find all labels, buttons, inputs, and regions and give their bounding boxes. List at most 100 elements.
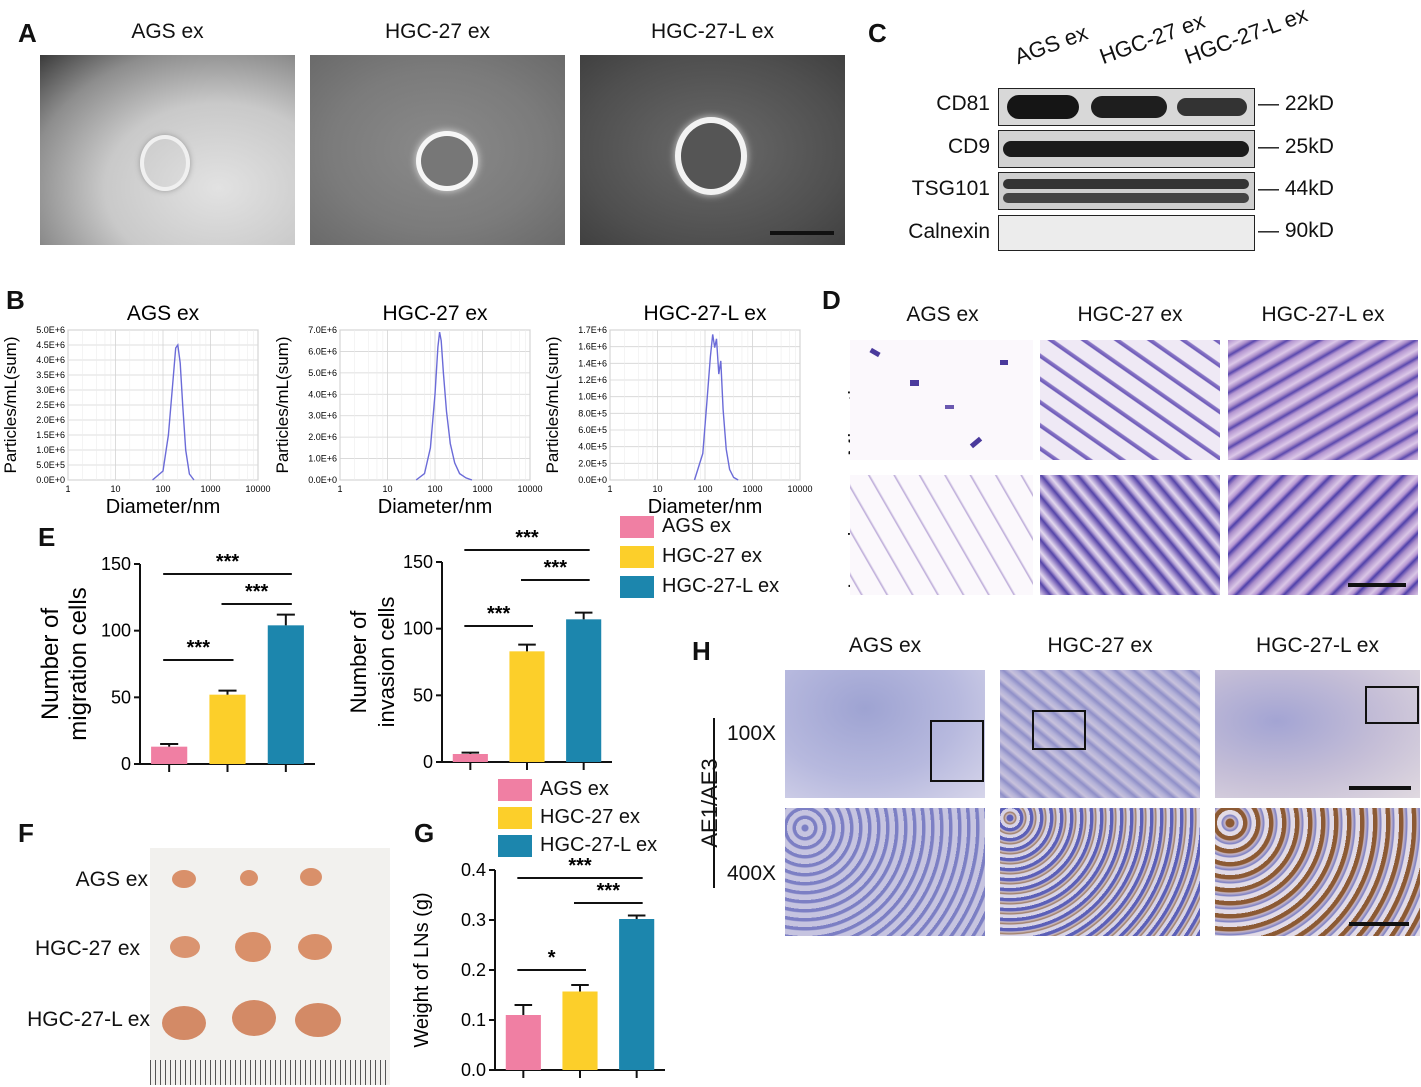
- tem-image-ags: [40, 55, 295, 245]
- nta-x-tick: 10000: [517, 484, 542, 494]
- bar-chart-ln-weight: 0.00.10.20.30.4*******Weight of LNs (g): [411, 855, 665, 1080]
- bar-y-tick-label: 100: [403, 619, 433, 639]
- nta-y-tick: 3.5E+6: [36, 370, 65, 380]
- bar-y-label-line2: invasion cells: [374, 597, 399, 728]
- legend-e-hgc27l: HGC-27-L ex: [620, 575, 779, 598]
- panel-label-a: A: [18, 18, 37, 48]
- nta-x-tick: 10000: [245, 484, 270, 494]
- nta-chart-hgc27l: HGC-27-L ex 0.0E+0 2.0E+5 4.0E+5 6.0E+5 8.0E+…: [543, 302, 813, 518]
- significance-label: ***: [544, 557, 568, 579]
- transwell-invasion-ags: [850, 475, 1033, 595]
- nta-series-line: [152, 343, 195, 481]
- nta-y-tick: 0.0E+0: [308, 475, 337, 485]
- nta-x-tick: 1: [607, 484, 612, 494]
- legend-swatch: [498, 806, 532, 829]
- nta-y-tick: 8.0E+5: [578, 408, 607, 418]
- nta-x-tick: 1000: [742, 484, 762, 494]
- significance-label: *: [548, 947, 556, 969]
- nta-x-tick: 10000: [787, 484, 812, 494]
- legend-g-hgc27: HGC-27 ex: [498, 806, 640, 829]
- bar-y-label: Number of invasion cells: [350, 597, 399, 728]
- nta-y-tick: 1.0E+6: [308, 454, 337, 464]
- bar-y-label: Weight of LNs (g): [411, 892, 433, 1047]
- transwell-migration-hgc27l: [1228, 340, 1418, 460]
- panel-d-title-hgc27: HGC-27 ex: [1077, 303, 1183, 326]
- bar-3: [566, 619, 602, 762]
- bar-y-tick-label: 0.4: [461, 860, 486, 880]
- panel-d-title-ags: AGS ex: [906, 303, 979, 326]
- legend-swatch: [498, 834, 532, 857]
- nta-y-tick: 1.0E+6: [36, 445, 65, 455]
- nta-y-label: Particles/mL(sum): [1, 337, 20, 474]
- panel-label-f: F: [18, 818, 34, 848]
- panel-label-e: E: [38, 522, 56, 552]
- panel-h-mag-400x: 400X: [727, 862, 777, 885]
- significance-label: ***: [216, 551, 240, 573]
- ihc-100x-hgc27: [1000, 670, 1200, 798]
- bar-y-tick-label: 0.0: [461, 1060, 486, 1080]
- nta-x-tick: 10: [652, 484, 662, 494]
- nta-chart-hgc27: HGC-27 ex 0.0E+0 1.0E+6 2.0E+6 3.0E+6 4.0E+6 5…: [273, 302, 543, 518]
- significance-label: ***: [487, 603, 511, 625]
- tem-image-hgc27: [310, 55, 565, 245]
- bar-1: [505, 1015, 541, 1070]
- bar-y-tick-label: 0: [423, 752, 433, 772]
- panel-label-g: G: [414, 818, 435, 848]
- bar-y-tick-label: 50: [111, 687, 131, 707]
- panel-h-stain-label: AE1/AE3: [697, 758, 722, 848]
- blot-band-label-calnexin: Calnexin: [908, 220, 990, 243]
- ihc-100x-ags: [785, 670, 985, 798]
- ihc-400x-ags: [785, 808, 985, 936]
- tem-image-hgc27l: [580, 55, 845, 245]
- significance-label: ***: [245, 581, 269, 603]
- nta-y-tick: 2.0E+5: [578, 458, 607, 468]
- nta-y-label: Particles/mL(sum): [543, 337, 562, 474]
- nta-x-tick: 1000: [200, 484, 220, 494]
- transwell-invasion-hgc27l: [1228, 475, 1418, 595]
- legend-e-hgc27: HGC-27 ex: [620, 545, 762, 568]
- significance-label: ***: [515, 527, 539, 549]
- nta-y-tick: 6.0E+6: [308, 346, 337, 356]
- panel-h-bracket: [713, 718, 715, 888]
- nta-x-tick: 10: [382, 484, 392, 494]
- nta-y-tick: 1.4E+6: [578, 358, 607, 368]
- blot-size-cd9: — 25kD: [1258, 135, 1334, 158]
- transwell-migration-hgc27: [1040, 340, 1220, 460]
- nta-y-tick: 1.2E+6: [578, 375, 607, 385]
- bar-y-tick-label: 50: [413, 685, 433, 705]
- ruler: [150, 1060, 390, 1085]
- nta-x-label: Diameter/nm: [648, 496, 762, 518]
- nta-x-tick: 10: [110, 484, 120, 494]
- panel-label-b: B: [6, 285, 25, 315]
- nta-y-tick: 0.0E+0: [36, 475, 65, 485]
- blot-strip-cd9: [998, 130, 1255, 168]
- nta-y-tick: 6.0E+5: [578, 425, 607, 435]
- panel-f-row-ags: AGS ex: [75, 868, 148, 891]
- nta-y-tick: 7.0E+6: [308, 325, 337, 335]
- bar-y-tick-label: 150: [403, 552, 433, 572]
- panel-label-h: H: [692, 636, 711, 666]
- nta-title: AGS ex: [127, 302, 200, 325]
- nta-x-label: Diameter/nm: [106, 496, 220, 518]
- transwell-migration-ags: [850, 340, 1033, 460]
- panel-h-mag-100x: 100X: [727, 722, 777, 745]
- nta-y-tick: 5.0E+5: [36, 460, 65, 470]
- nta-y-tick: 4.0E+6: [36, 355, 65, 365]
- nta-series-line: [415, 331, 473, 481]
- blot-band-label-cd81: CD81: [936, 92, 990, 115]
- nta-y-tick: 1.0E+6: [578, 392, 607, 402]
- nta-y-tick: 2.0E+6: [36, 415, 65, 425]
- panel-h-title-ags: AGS ex: [848, 634, 922, 657]
- legend-swatch: [620, 515, 654, 538]
- nta-charts: AGS ex 0.0E+0 5.0E+5 1.0E+6 1.5E+6 2.0E+6 2.5E…: [1, 302, 813, 518]
- bar-y-label-line1: Number of: [37, 608, 64, 720]
- panel-d-title-hgc27l: HGC-27-L ex: [1261, 303, 1385, 326]
- transwell-invasion-hgc27: [1040, 475, 1220, 595]
- panel-h-title-hgc27l: HGC-27-L ex: [1256, 634, 1379, 657]
- nta-y-tick: 4.0E+5: [578, 442, 607, 452]
- nta-x-tick: 100: [697, 484, 712, 494]
- bar-y-label-line2: migration cells: [65, 587, 92, 740]
- nta-title: HGC-27-L ex: [644, 302, 767, 325]
- nta-y-tick: 5.0E+6: [36, 325, 65, 335]
